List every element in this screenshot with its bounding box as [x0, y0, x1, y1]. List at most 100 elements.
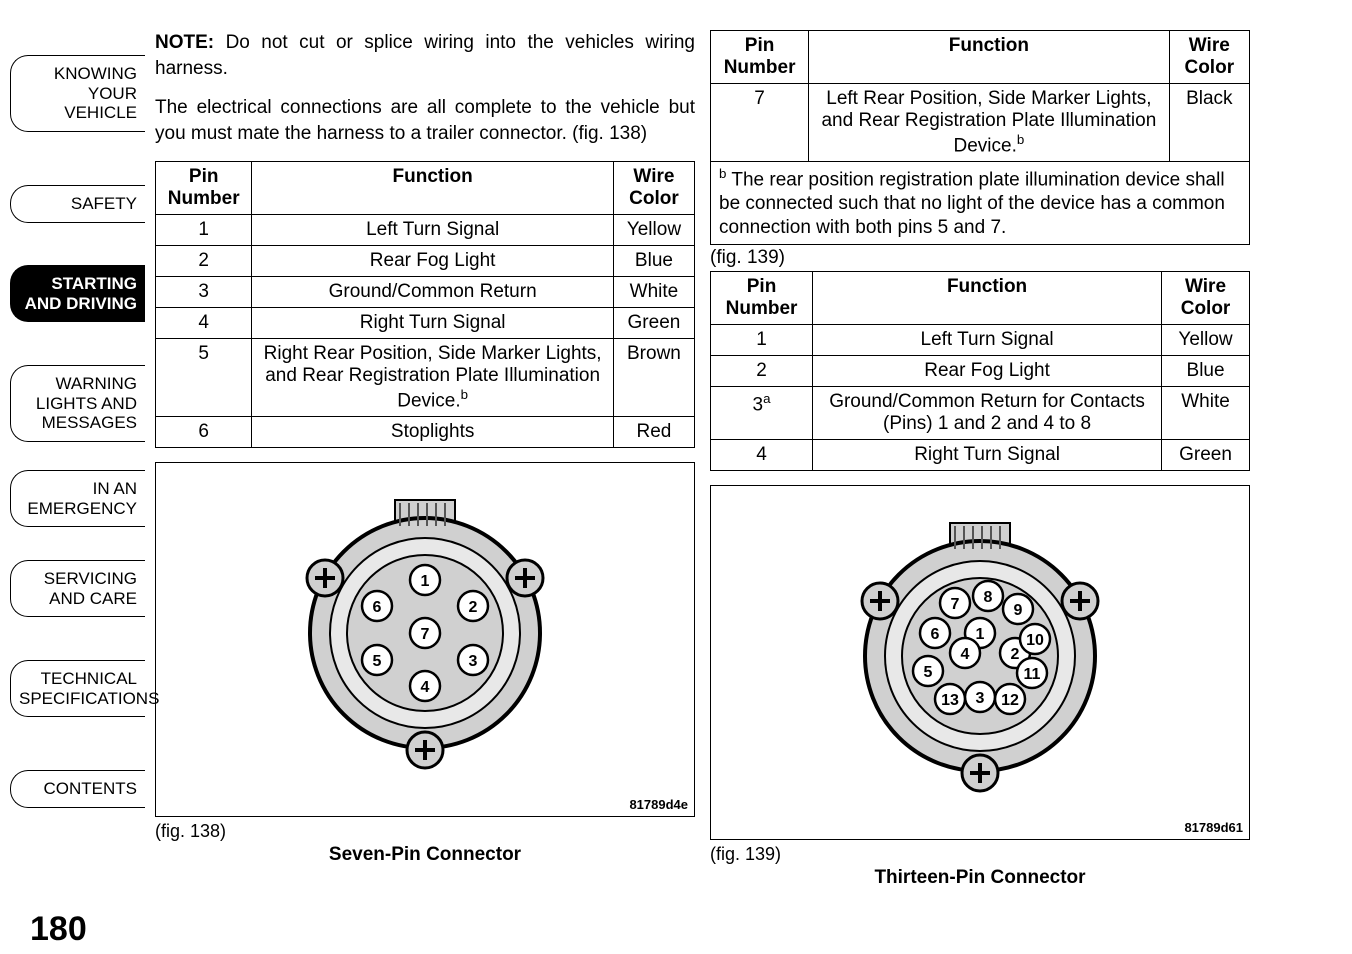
func-cell: Left Rear Position, Side Marker Lights, …	[809, 84, 1169, 162]
seven-pin-connector-svg: 1 2 3 4 5 6 7	[255, 478, 595, 798]
table-row: 6StoplightsRed	[156, 416, 695, 447]
table-row: 7Left Rear Position, Side Marker Lights,…	[711, 84, 1250, 162]
footnote-b-text: The rear position registration plate ill…	[719, 170, 1225, 239]
svg-text:6: 6	[373, 599, 382, 616]
table-row: 5Right Rear Position, Side Marker Lights…	[156, 338, 695, 416]
svg-text:8: 8	[984, 589, 993, 606]
color-cell: Green	[1162, 439, 1250, 470]
table-header: Wire Color	[1162, 271, 1250, 324]
color-cell: Blue	[613, 245, 694, 276]
color-cell: Yellow	[1162, 324, 1250, 355]
fig-139-ref-text: (fig. 139)	[710, 247, 1250, 269]
table-header: Function	[813, 271, 1162, 324]
svg-text:3: 3	[976, 690, 985, 707]
color-cell: Yellow	[613, 214, 694, 245]
func-cell: Ground/Common Return for Contacts (Pins)…	[813, 386, 1162, 439]
svg-text:5: 5	[373, 653, 382, 670]
pin-cell: 5	[156, 338, 252, 416]
sidebar-nav: KNOWING YOUR VEHICLE SAFETY STARTING AND D…	[0, 30, 145, 890]
svg-text:7: 7	[421, 626, 430, 643]
svg-text:6: 6	[931, 626, 940, 643]
thirteen-pin-table: Pin NumberFunctionWire Color1Left Turn S…	[710, 271, 1250, 471]
svg-text:11: 11	[1024, 666, 1041, 683]
pin-cell: 1	[711, 324, 813, 355]
table-row: 1Left Turn SignalYellow	[711, 324, 1250, 355]
page-number: 180	[30, 910, 87, 949]
pin-cell: 6	[156, 416, 252, 447]
svg-text:3: 3	[469, 653, 478, 670]
pin-cell: 2	[156, 245, 252, 276]
svg-text:7: 7	[951, 596, 960, 613]
color-cell: Black	[1169, 84, 1249, 162]
table-row: 2Rear Fog LightBlue	[711, 355, 1250, 386]
sidebar-tab[interactable]: IN AN EMERGENCY	[10, 470, 145, 527]
table-row: 3Ground/Common ReturnWhite	[156, 276, 695, 307]
func-cell: Rear Fog Light	[813, 355, 1162, 386]
color-cell: White	[1162, 386, 1250, 439]
fig-138-ref: (fig. 138)	[155, 821, 695, 842]
sidebar-tab[interactable]: SAFETY	[10, 185, 145, 223]
sidebar-tab[interactable]: TECHNICAL SPECIFICATIONS	[10, 660, 145, 717]
table-row: 4Right Turn SignalGreen	[156, 307, 695, 338]
pin-cell: 7	[711, 84, 809, 162]
note-text: Do not cut or splice wiring into the veh…	[155, 32, 695, 79]
sidebar-tab[interactable]: SERVICING AND CARE	[10, 560, 145, 617]
func-cell: Right Turn Signal	[252, 307, 613, 338]
svg-text:9: 9	[1014, 602, 1023, 619]
svg-text:4: 4	[961, 646, 970, 663]
pin-cell: 2	[711, 355, 813, 386]
func-cell: Ground/Common Return	[252, 276, 613, 307]
svg-text:2: 2	[1011, 646, 1020, 663]
table-header: Pin Number	[711, 271, 813, 324]
pin-cell: 4	[711, 439, 813, 470]
svg-text:4: 4	[421, 679, 430, 696]
table-header: Function	[809, 31, 1169, 84]
fig-139-caption: Thirteen-Pin Connector	[710, 867, 1250, 889]
table-row: 2Rear Fog LightBlue	[156, 245, 695, 276]
func-cell: Rear Fog Light	[252, 245, 613, 276]
color-cell: Green	[613, 307, 694, 338]
footnote-b-sup: b	[719, 166, 726, 181]
table-row: 3aGround/Common Return for Contacts (Pin…	[711, 386, 1250, 439]
color-cell: Brown	[613, 338, 694, 416]
func-cell: Left Turn Signal	[252, 214, 613, 245]
table-row: 4Right Turn SignalGreen	[711, 439, 1250, 470]
func-cell: Left Turn Signal	[813, 324, 1162, 355]
footnote-b: b The rear position registration plate i…	[710, 162, 1250, 245]
pin-cell: 3a	[711, 386, 813, 439]
pin-cell: 3	[156, 276, 252, 307]
fig-138-id: 81789d4e	[629, 797, 688, 812]
svg-text:12: 12	[1001, 692, 1019, 709]
note-paragraph: NOTE: Do not cut or splice wiring into t…	[155, 30, 695, 81]
sidebar-tab[interactable]: WARNING LIGHTS AND MESSAGES	[10, 365, 145, 442]
note-label: NOTE:	[155, 32, 214, 53]
svg-text:10: 10	[1026, 632, 1044, 649]
func-cell: Right Turn Signal	[813, 439, 1162, 470]
table-header: Function	[252, 161, 613, 214]
sidebar-tab[interactable]: KNOWING YOUR VEHICLE	[10, 55, 145, 132]
table-header: Wire Color	[613, 161, 694, 214]
sidebar-tab[interactable]: CONTENTS	[10, 770, 145, 808]
figure-138-box: 1 2 3 4 5 6 7 81789d4e	[155, 462, 695, 817]
pin-cell: 1	[156, 214, 252, 245]
table-header: Pin Number	[711, 31, 809, 84]
color-cell: Blue	[1162, 355, 1250, 386]
right-column: Pin NumberFunctionWire Color7Left Rear P…	[710, 30, 1250, 889]
svg-text:2: 2	[469, 599, 478, 616]
pin-cell: 4	[156, 307, 252, 338]
seven-pin-table-cont: Pin NumberFunctionWire Color7Left Rear P…	[710, 30, 1250, 162]
seven-pin-table: Pin NumberFunctionWire Color1Left Turn S…	[155, 161, 695, 448]
thirteen-pin-connector-svg: 12345678910111213	[810, 501, 1150, 821]
figure-139-box: 12345678910111213 81789d61	[710, 485, 1250, 840]
table-header: Wire Color	[1169, 31, 1249, 84]
fig-138-caption: Seven-Pin Connector	[155, 844, 695, 866]
sidebar-tab[interactable]: STARTING AND DRIVING	[10, 265, 145, 322]
color-cell: Red	[613, 416, 694, 447]
fig-139-ref: (fig. 139)	[710, 844, 1250, 865]
svg-text:13: 13	[941, 692, 959, 709]
table-row: 1Left Turn SignalYellow	[156, 214, 695, 245]
color-cell: White	[613, 276, 694, 307]
table-header: Pin Number	[156, 161, 252, 214]
svg-text:1: 1	[421, 573, 430, 590]
func-cell: Right Rear Position, Side Marker Lights,…	[252, 338, 613, 416]
